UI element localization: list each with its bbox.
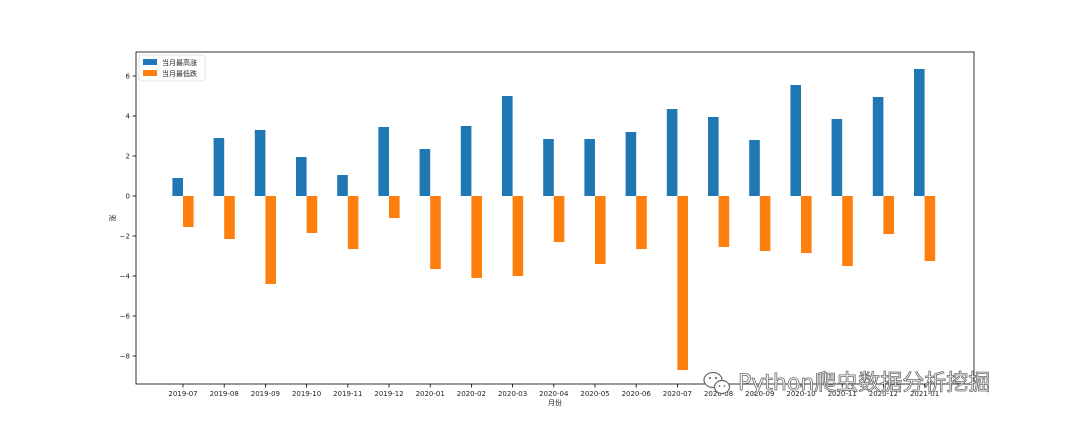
bar-low-2020-01 — [430, 196, 441, 269]
y-tick-label: 4 — [126, 113, 131, 121]
x-tick-label: 2021-01 — [910, 390, 939, 398]
bar-high-2019-11 — [337, 175, 348, 196]
legend-swatch-high — [143, 59, 157, 65]
legend-label-high: 当月最高涨 — [162, 58, 197, 67]
legend: 当月最高涨 当月最低跌 — [138, 54, 206, 82]
x-tick-label: 2019-10 — [292, 390, 321, 398]
bar-low-2020-08 — [718, 196, 730, 247]
x-tick-label: 2019-12 — [374, 390, 403, 398]
x-tick-label: 2020-06 — [622, 390, 652, 398]
bar-low-2020-02 — [471, 196, 482, 278]
x-tick-label: 2020-08 — [704, 390, 733, 398]
bar-low-2019-12 — [389, 196, 400, 218]
y-tick-label: −4 — [120, 273, 131, 281]
x-tick-label: 2020-11 — [828, 390, 857, 398]
bar-low-2020-09 — [759, 196, 771, 251]
y-axis-label: 涨 — [108, 215, 117, 222]
bar-high-2021-01 — [914, 69, 925, 196]
x-tick-label: 2020-12 — [869, 390, 898, 398]
bar-low-2020-05 — [595, 196, 606, 264]
bars-layer — [172, 69, 936, 370]
bar-high-2020-07 — [666, 109, 678, 196]
x-axis-label: 月份 — [548, 398, 562, 407]
bar-low-2020-11 — [842, 196, 853, 266]
x-tick-label: 2020-04 — [539, 390, 569, 398]
wechat-icon — [703, 371, 731, 395]
x-tick-label: 2020-10 — [786, 390, 815, 398]
watermark-text: Python爬虫数据分析挖掘 — [738, 371, 990, 396]
bar-high-2019-07 — [172, 178, 183, 196]
bar-high-2020-03 — [502, 96, 513, 196]
x-tick-label: 2019-09 — [251, 390, 280, 398]
bar-high-2019-12 — [378, 127, 389, 196]
bar-low-2020-12 — [883, 196, 894, 234]
plot-area-frame — [135, 51, 975, 385]
x-tick-label: 2019-08 — [210, 390, 239, 398]
bar-low-2020-04 — [553, 196, 565, 242]
bar-low-2019-08 — [224, 196, 235, 239]
bar-high-2019-08 — [213, 138, 225, 196]
y-tick-label: 2 — [126, 153, 130, 161]
y-tick-label: 0 — [126, 193, 130, 201]
x-tick-label: 2020-09 — [745, 390, 774, 398]
y-tick-label: −2 — [120, 233, 130, 241]
y-tick-label: −8 — [120, 353, 130, 361]
x-tick-label: 2019-11 — [333, 390, 362, 398]
bar-low-2019-10 — [306, 196, 318, 233]
bar-low-2020-10 — [801, 196, 812, 253]
legend-label-low: 当月最低跌 — [162, 69, 197, 78]
bar-low-2020-07 — [677, 196, 688, 370]
x-tick-label: 2020-02 — [457, 390, 486, 398]
bar-high-2020-11 — [831, 119, 843, 196]
bar-high-2020-12 — [872, 97, 884, 196]
bar-high-2020-01 — [419, 149, 431, 196]
y-tick-label: −6 — [120, 313, 131, 321]
x-tick-label: 2019-07 — [168, 390, 197, 398]
x-tick-label: 2020-07 — [663, 390, 692, 398]
y-tick-label: 6 — [126, 73, 131, 81]
bar-high-2019-10 — [296, 157, 307, 196]
bar-low-2019-11 — [347, 196, 359, 249]
bar-high-2020-10 — [790, 85, 801, 196]
bar-high-2020-06 — [625, 132, 637, 196]
y-ticks: 6 4 2 0 −2 −4 −6 −8 — [120, 73, 136, 361]
bar-low-2019-09 — [265, 196, 276, 284]
x-tick-label: 2020-01 — [416, 390, 445, 398]
bar-high-2019-09 — [254, 130, 266, 196]
x-tick-label: 2020-03 — [498, 390, 527, 398]
bar-low-2020-06 — [636, 196, 647, 249]
bar-low-2021-01 — [924, 196, 936, 261]
bar-high-2020-02 — [460, 126, 472, 196]
bar-high-2020-08 — [708, 117, 719, 196]
x-tick-label: 2020-05 — [580, 390, 609, 398]
x-ticks: 2019-07 2019-08 2019-09 2019-10 2019-11 2019-… — [168, 384, 939, 398]
legend-swatch-low — [143, 70, 157, 76]
bar-high-2020-09 — [749, 140, 760, 196]
bar-high-2020-04 — [543, 139, 554, 196]
bar-high-2020-05 — [584, 139, 595, 196]
watermark: Python爬虫数据分析挖掘 — [703, 371, 991, 396]
bar-low-2019-07 — [183, 196, 194, 227]
bar-low-2020-03 — [512, 196, 524, 276]
